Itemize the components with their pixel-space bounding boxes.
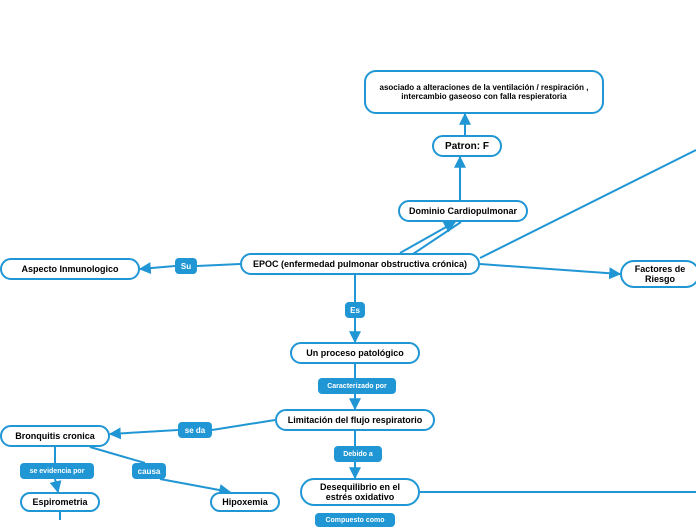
edge bbox=[90, 447, 145, 463]
edge bbox=[160, 479, 230, 492]
edge bbox=[480, 264, 620, 274]
edge bbox=[212, 420, 275, 430]
node-aspecto[interactable]: Aspecto Inmunologico bbox=[0, 258, 140, 280]
node-factores[interactable]: Factores de Riesgo bbox=[620, 260, 696, 288]
node-bronquitis[interactable]: Bronquitis cronica bbox=[0, 425, 110, 447]
tag-es: Es bbox=[345, 302, 365, 318]
edge bbox=[140, 266, 175, 269]
tag-seda: se da bbox=[178, 422, 212, 438]
node-topBox[interactable]: asociado a alteraciones de la ventilació… bbox=[364, 70, 604, 114]
node-limitacion[interactable]: Limitación del flujo respiratorio bbox=[275, 409, 435, 431]
edge bbox=[410, 222, 461, 256]
node-espirometria[interactable]: Espirometria bbox=[20, 492, 100, 512]
tag-causa: causa bbox=[132, 463, 166, 479]
node-proceso[interactable]: Un proceso patológico bbox=[290, 342, 420, 364]
node-epoc[interactable]: EPOC (enfermedad pulmonar obstructiva cr… bbox=[240, 253, 480, 275]
tag-su: Su bbox=[175, 258, 197, 274]
node-desequilibrio[interactable]: Desequilibrio en el estrés oxidativo bbox=[300, 478, 420, 506]
node-hipoxemia[interactable]: Hipoxemia bbox=[210, 492, 280, 512]
node-dominio[interactable]: Dominio Cardiopulmonar bbox=[398, 200, 528, 222]
node-patron[interactable]: Patron: F bbox=[432, 135, 502, 157]
tag-evidencia: se evidencia por bbox=[20, 463, 94, 479]
edge bbox=[400, 222, 455, 253]
tag-compuesto: Compuesto como bbox=[315, 513, 395, 527]
edge bbox=[55, 479, 58, 492]
tag-caract: Caracterizado por bbox=[318, 378, 396, 394]
edge bbox=[110, 430, 178, 434]
tag-debido: Debido a bbox=[334, 446, 382, 462]
edge bbox=[197, 264, 240, 266]
